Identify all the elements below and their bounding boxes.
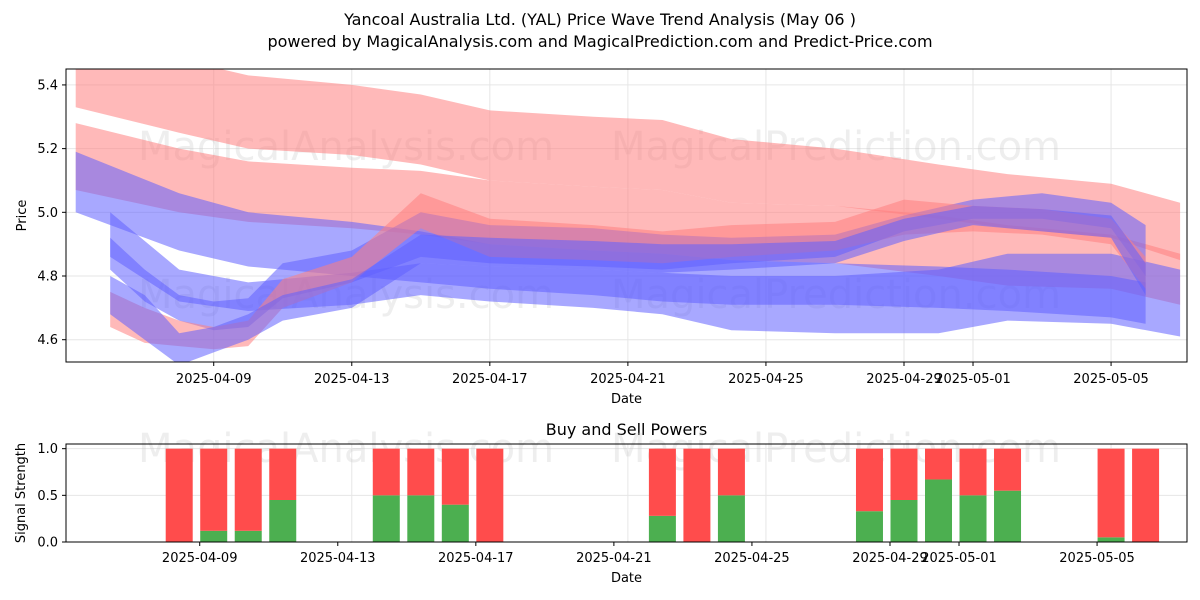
x-tick-label: 2025-04-29 [852, 551, 928, 566]
sell-bar [372, 448, 400, 496]
x-tick-label: 2025-04-17 [452, 372, 528, 387]
sell-bar [683, 448, 711, 542]
x-tick-label: 2025-04-09 [162, 551, 238, 566]
buy-bar [1097, 537, 1125, 542]
buy-bar [717, 495, 745, 542]
x-tick-label: 2025-04-21 [576, 551, 652, 566]
buy-bar [407, 495, 435, 542]
y-tick-label: 5.4 [37, 78, 58, 93]
sell-bar [234, 448, 262, 531]
sell-bar [648, 448, 676, 516]
y-axis-label: Price [15, 200, 30, 232]
watermark-text: MagicalPrediction.com [611, 426, 1061, 472]
bear-wave-band [75, 123, 1181, 305]
x-tick-label: 2025-05-05 [1059, 551, 1135, 566]
y-tick-label: 4.6 [37, 333, 58, 348]
price-plot: MagicalAnalysis.comMagicalPrediction.com… [15, 68, 1188, 407]
buy-bar [994, 490, 1022, 542]
sell-bar [200, 448, 228, 531]
signal-chart-title: Buy and Sell Powers [546, 420, 708, 439]
x-tick-label: 2025-04-13 [314, 372, 390, 387]
x-axis-label: Date [611, 392, 642, 407]
chart-title: Yancoal Australia Ltd. (YAL) Price Wave … [344, 10, 856, 29]
sell-bar [441, 448, 469, 505]
bull-wave-band [110, 212, 1181, 337]
buy-bar [925, 479, 953, 542]
x-tick-label: 2025-05-01 [935, 372, 1011, 387]
plot-frame [65, 443, 1188, 543]
x-tick-label: 2025-04-29 [866, 372, 942, 387]
x-tick-label: 2025-04-21 [590, 372, 666, 387]
chart-subtitle: powered by MagicalAnalysis.com and Magic… [267, 32, 933, 51]
sell-bar [855, 448, 883, 512]
sell-bar [269, 448, 297, 500]
x-tick-label: 2025-05-05 [1073, 372, 1149, 387]
buy-bar [855, 511, 883, 542]
x-tick-label: 2025-04-09 [176, 372, 252, 387]
sell-bar [717, 448, 745, 496]
y-tick-label: 4.8 [37, 270, 58, 285]
sell-bar [1132, 448, 1160, 542]
plot-frame [65, 68, 1188, 363]
sell-bar [1097, 448, 1125, 538]
sell-bar [925, 448, 953, 480]
y-axis-label: Signal Strength [14, 443, 29, 543]
x-tick-label: 2025-04-17 [438, 551, 514, 566]
y-tick-label: 1.0 [37, 442, 58, 457]
y-tick-label: 5.0 [37, 206, 58, 221]
buy-bar [372, 495, 400, 542]
buy-bar [959, 495, 987, 542]
y-tick-label: 0.0 [37, 536, 58, 551]
wave-bands [75, 69, 1181, 362]
x-tick-label: 2025-04-25 [728, 372, 804, 387]
buy-bar [441, 504, 469, 542]
buy-bar [269, 500, 297, 542]
bull-wave-band [110, 205, 1146, 362]
y-tick-label: 5.2 [37, 142, 58, 157]
buy-bar [200, 530, 228, 542]
x-tick-label: 2025-04-25 [714, 551, 790, 566]
sell-bar [407, 448, 435, 496]
sell-bar [890, 448, 918, 500]
sell-bar [476, 448, 504, 542]
sell-bar [994, 448, 1022, 491]
buy-bar [648, 515, 676, 542]
x-axis-label: Date [611, 571, 642, 586]
buy-bar [890, 500, 918, 542]
x-tick-label: 2025-04-13 [300, 551, 376, 566]
y-tick-label: 0.5 [37, 489, 58, 504]
x-tick-label: 2025-05-01 [921, 551, 997, 566]
buy-bar [234, 530, 262, 542]
sell-bar [165, 448, 193, 542]
sell-bar [959, 448, 987, 496]
